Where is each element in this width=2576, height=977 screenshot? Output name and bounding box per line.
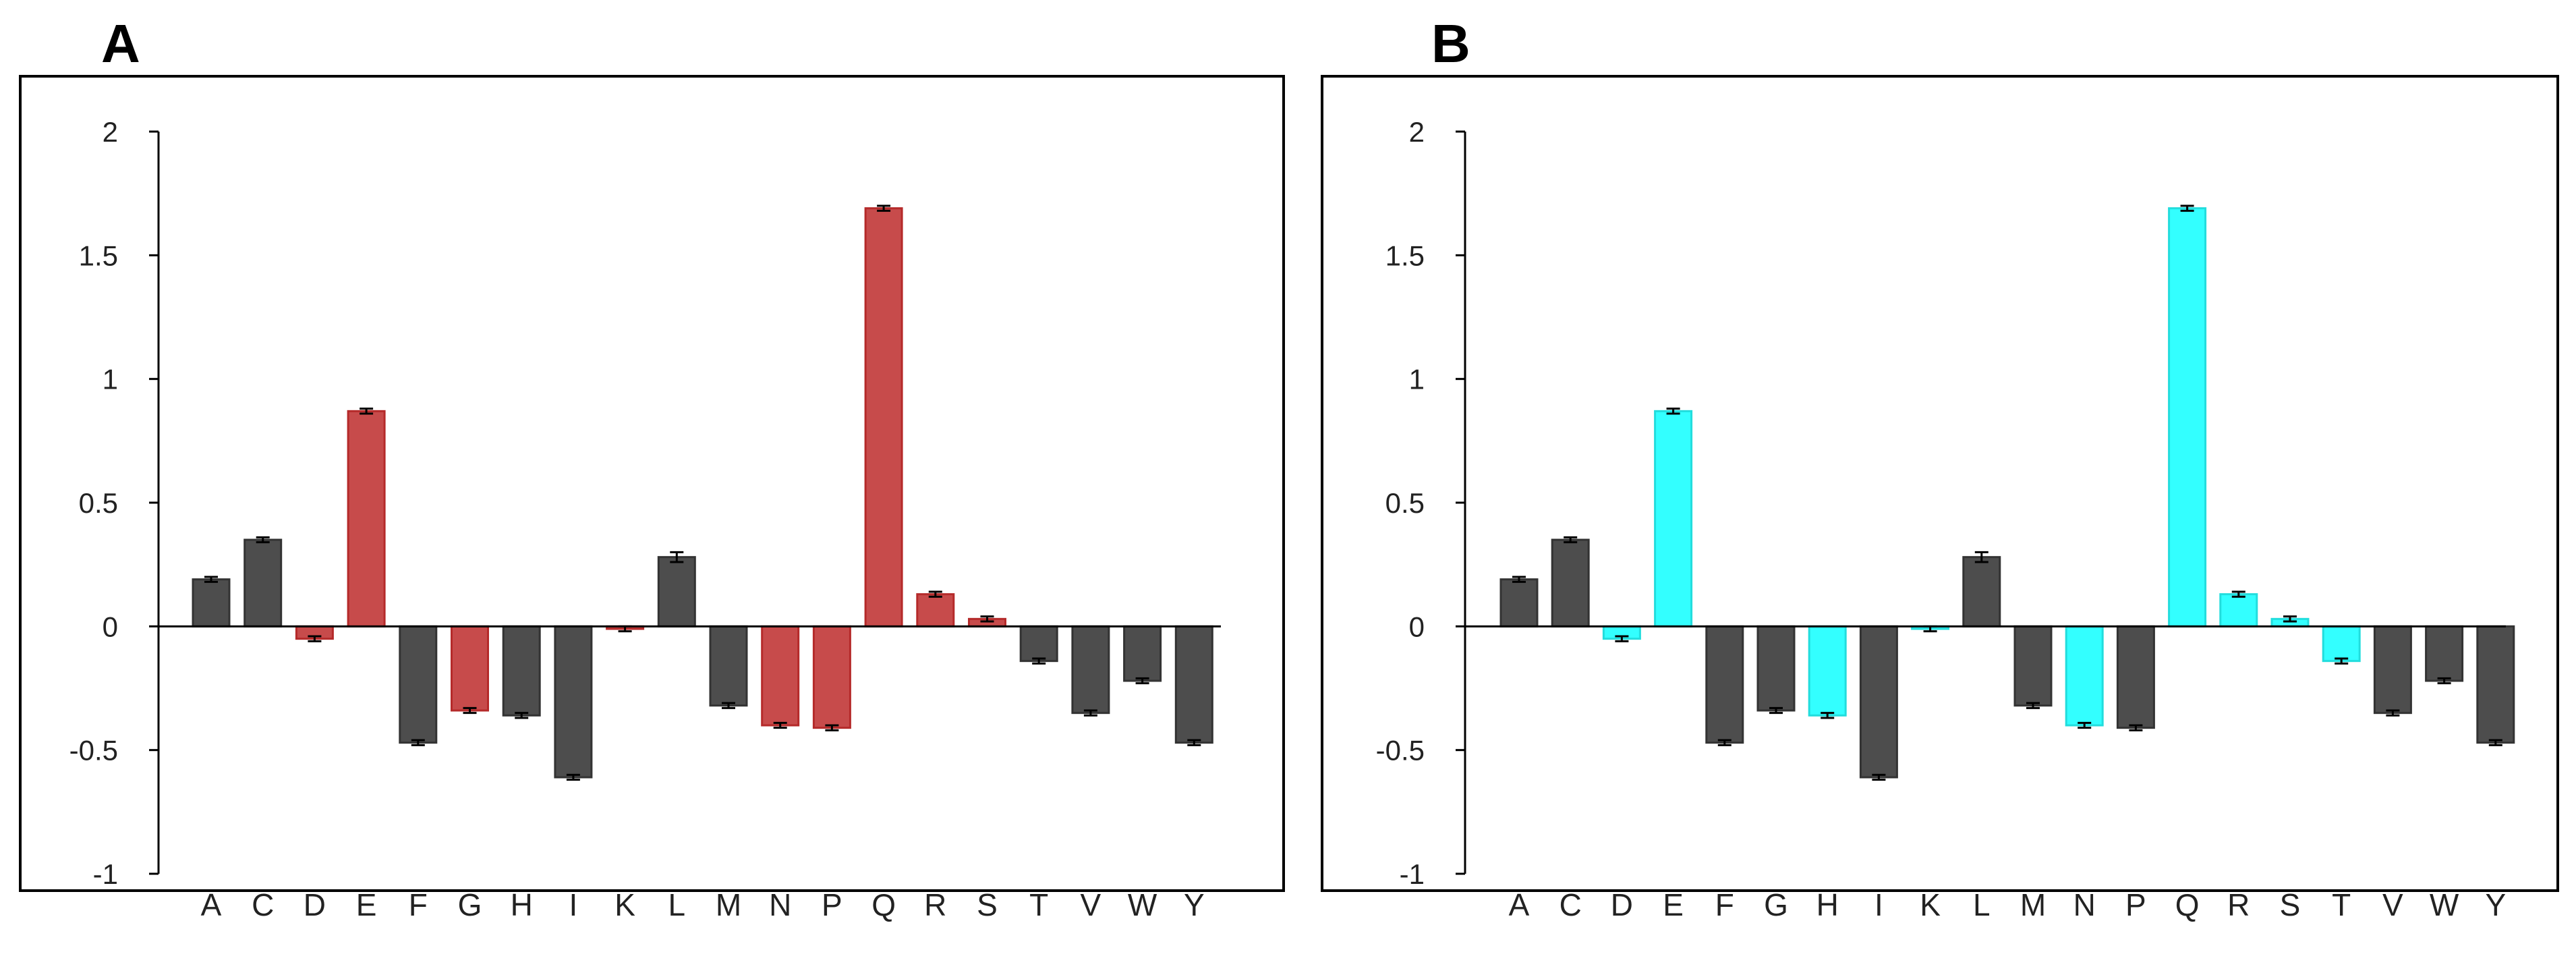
panel-a-x-tick-label-T: T <box>1029 887 1048 922</box>
panel-a-y-tick-label: 1 <box>103 364 118 395</box>
panel-a-bar-V <box>1071 625 1110 715</box>
panel-a-bar-P <box>812 625 851 729</box>
panel-b-bar-G <box>1756 625 1796 712</box>
panel-b-x-tick-label-H: H <box>1816 887 1839 922</box>
panel-b-label: B <box>1431 13 1470 74</box>
panel-a-y-tick-label: 0 <box>103 611 118 642</box>
panel-b-y-tick-label: -0.5 <box>1376 735 1425 766</box>
panel-a-x-tick-label-R: R <box>924 887 946 922</box>
panel-b-x-tick-label-I: I <box>1874 887 1883 922</box>
panel-a-y-tick-label: 1.5 <box>79 240 118 271</box>
panel-a-bar-W <box>1123 625 1162 682</box>
panel-a-y-tick-label: 0.5 <box>79 487 118 519</box>
panel-b-bar-P <box>2116 625 2155 729</box>
panel-b-x-tick-label-C: C <box>1559 887 1582 922</box>
panel-b-bar-I <box>1859 625 1898 779</box>
panel-b-y-tick-label: -1 <box>1400 858 1425 890</box>
panel-b-bar-W <box>2425 625 2464 682</box>
panel-b-x-tick-label-D: D <box>1611 887 1633 922</box>
panel-a-bar-H <box>502 625 541 717</box>
panel-a-x-tick-label-S: S <box>977 887 998 922</box>
panel-a-bar-E <box>347 410 386 627</box>
panel-b-x-tick-label-R: R <box>2227 887 2250 922</box>
panel-a-x-tick-label-D: D <box>304 887 326 922</box>
panel-a-x-tick-label-H: H <box>511 887 533 922</box>
panel-a-label: A <box>101 13 140 74</box>
panel-a-y-tick-label: -0.5 <box>69 735 118 766</box>
panel-a-bar-N <box>761 625 800 727</box>
panel-b-bar-T <box>2322 625 2361 663</box>
panel-b-x-tick-label-Y: Y <box>2485 887 2506 922</box>
panel-a-bar-R <box>916 593 955 627</box>
panel-b-y-tick-label: 0.5 <box>1385 487 1425 519</box>
panel-a-bar-Q <box>864 207 903 627</box>
panel-b-bar-Y <box>2476 625 2515 744</box>
panel-b-x-tick-label-T: T <box>2332 887 2351 922</box>
panel-b-bar-C <box>1551 538 1590 627</box>
panel-b-bar-E <box>1654 410 1693 627</box>
panel-b-y-tick-label: 0 <box>1409 611 1425 642</box>
panel-b-y-tick-label: 1 <box>1409 364 1425 395</box>
panel-a-x-tick-label-I: I <box>569 887 578 922</box>
panel-b-x-tick-label-K: K <box>1920 887 1941 922</box>
panel-a-x-tick-label-L: L <box>668 887 686 922</box>
panel-b-bar-Q <box>2168 207 2207 627</box>
panel-b-x-tick-label-E: E <box>1663 887 1684 922</box>
panel-a-x-tick-label-A: A <box>201 887 222 922</box>
panel-b-bar-F <box>1705 625 1744 744</box>
panel-a-bar-L <box>657 556 696 627</box>
panel-b-bar-N <box>2065 625 2104 727</box>
panel-a-x-tick-label-G: G <box>458 887 482 922</box>
panel-b-x-tick-label-M: M <box>2020 887 2046 922</box>
panel-a-x-tick-label-N: N <box>769 887 791 922</box>
panel-a-bar-I <box>554 625 593 779</box>
panel-a-y-tick-label: 2 <box>103 116 118 148</box>
panel-a-bar-Y <box>1174 625 1213 744</box>
panel-b-bar-L <box>1962 556 2001 627</box>
panel-b-x-tick-label-L: L <box>1973 887 1991 922</box>
panel-b-bar-V <box>2373 625 2412 715</box>
panel-b-bar-A <box>1499 578 1539 627</box>
panel-a-frame <box>19 75 1285 892</box>
panel-a-x-tick-label-V: V <box>1081 887 1101 922</box>
panel-b-x-tick-label-F: F <box>1715 887 1734 922</box>
panel-a-x-tick-label-Y: Y <box>1184 887 1205 922</box>
panel-b-x-tick-label-N: N <box>2073 887 2096 922</box>
panel-a-x-tick-label-Q: Q <box>871 887 896 922</box>
panel-a-x-tick-label-C: C <box>252 887 274 922</box>
panel-a-bar-C <box>244 538 283 627</box>
panel-a-bar-A <box>192 578 231 627</box>
panel-b-x-tick-label-G: G <box>1764 887 1788 922</box>
panel-b-bar-M <box>2013 625 2053 707</box>
panel-a-x-tick-label-W: W <box>1128 887 1157 922</box>
panel-a-x-tick-label-E: E <box>356 887 377 922</box>
panel-b-x-tick-label-V: V <box>2382 887 2403 922</box>
panel-b-bar-R <box>2219 593 2258 627</box>
panel-a-x-tick-label-F: F <box>409 887 428 922</box>
panel-b-x-tick-label-W: W <box>2430 887 2459 922</box>
panel-b-x-tick-label-A: A <box>1509 887 1530 922</box>
panel-b-x-tick-label-S: S <box>2280 887 2301 922</box>
panel-a-x-tick-label-K: K <box>614 887 635 922</box>
panel-a-bar-F <box>399 625 438 744</box>
panel-b-bar-H <box>1808 625 1847 717</box>
panel-b-y-tick-label: 2 <box>1409 116 1425 148</box>
panel-a-x-tick-label-P: P <box>822 887 842 922</box>
panel-a-bar-T <box>1019 625 1058 663</box>
panel-b-x-tick-label-P: P <box>2125 887 2146 922</box>
panel-a-y-tick-label: -1 <box>93 858 118 890</box>
panel-a-x-tick-label-M: M <box>716 887 741 922</box>
panel-a-bar-M <box>709 625 748 707</box>
panel-b-y-tick-label: 1.5 <box>1385 240 1425 271</box>
panel-a-bar-G <box>451 625 489 712</box>
panel-b-x-tick-label-Q: Q <box>2175 887 2200 922</box>
panel-b-frame <box>1321 75 2559 892</box>
